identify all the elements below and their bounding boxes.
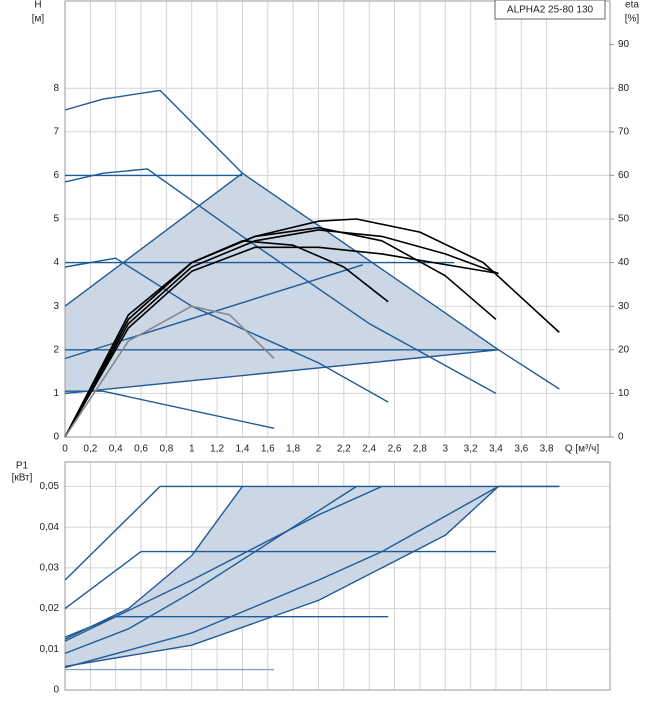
chart-title: ALPHA2 25-80 130	[507, 5, 594, 16]
x-tick-label: 3,2	[464, 444, 478, 455]
y2-tick-label: 10	[618, 388, 630, 399]
y-tick-label: 0	[53, 685, 59, 696]
x-tick-label: 0,4	[109, 444, 123, 455]
y2-tick-label: 20	[618, 344, 630, 355]
y-tick-label: 4	[53, 257, 59, 268]
curve	[64, 172, 243, 307]
y2-label: eta	[625, 0, 639, 11]
operating-area	[65, 173, 499, 394]
x-tick-label: 1,4	[235, 444, 249, 455]
y2-tick-label: 60	[618, 170, 630, 181]
y-label: P1	[16, 461, 29, 472]
curve	[65, 390, 275, 429]
x-tick-label: 3,4	[489, 444, 503, 455]
y2-tick-label: 80	[618, 83, 630, 94]
plot-frame	[64, 461, 611, 691]
y2-tick-label: 50	[618, 214, 630, 225]
x-tick-label: 0,6	[134, 444, 148, 455]
y2-tick-label: 40	[618, 257, 630, 268]
curve	[64, 485, 383, 642]
y-label: [кВт]	[12, 473, 33, 484]
y-tick-label: 0,03	[40, 562, 60, 573]
curve	[64, 349, 499, 395]
y-tick-label: 7	[53, 126, 59, 137]
title-box	[494, 0, 606, 20]
y-label: H	[34, 0, 41, 11]
x-tick-label: 2,8	[413, 444, 427, 455]
x-tick-label: 0	[62, 444, 68, 455]
x-label: Q [м³/ч]	[565, 444, 600, 455]
y2-tick-label: 30	[618, 301, 630, 312]
eta-curve	[64, 240, 389, 438]
operating-area	[65, 486, 499, 667]
x-tick-label: 3	[442, 444, 448, 455]
x-tick-label: 2,6	[388, 444, 402, 455]
y-tick-label: 0,02	[40, 603, 60, 614]
y-label: [м]	[32, 14, 45, 25]
eta-curve	[64, 246, 499, 438]
x-tick-label: 1	[189, 444, 195, 455]
y-tick-label: 0	[53, 432, 59, 443]
y-tick-label: 6	[53, 170, 59, 181]
y-tick-label: 3	[53, 301, 59, 312]
x-tick-label: 3,8	[540, 444, 554, 455]
x-tick-label: 0,8	[159, 444, 173, 455]
y2-tick-label: 90	[618, 39, 630, 50]
x-tick-label: 1,6	[261, 444, 275, 455]
x-tick-label: 2,2	[337, 444, 351, 455]
eta-curve	[64, 218, 560, 438]
y-tick-label: 0,01	[40, 644, 60, 655]
x-tick-label: 1,8	[286, 444, 300, 455]
curve	[64, 551, 142, 610]
y2-tick-label: 70	[618, 126, 630, 137]
y-tick-label: 8	[53, 83, 59, 94]
x-tick-label: 0,2	[83, 444, 97, 455]
x-tick-label: 1,2	[210, 444, 224, 455]
eta-curve	[64, 305, 275, 438]
y2-label: [%]	[625, 14, 640, 25]
y2-tick-label: 0	[618, 432, 624, 443]
y-tick-label: 0,04	[40, 522, 60, 533]
plot-frame	[64, 0, 611, 438]
x-tick-label: 2	[316, 444, 322, 455]
curve	[64, 485, 161, 581]
eta-curve	[64, 229, 499, 438]
y-tick-label: 2	[53, 344, 59, 355]
y-tick-label: 1	[53, 388, 59, 399]
x-tick-label: 2,4	[362, 444, 376, 455]
curve	[64, 485, 499, 669]
curve	[64, 168, 497, 395]
x-tick-label: 3,6	[514, 444, 528, 455]
y-tick-label: 0,05	[40, 481, 60, 492]
y-tick-label: 5	[53, 214, 59, 225]
